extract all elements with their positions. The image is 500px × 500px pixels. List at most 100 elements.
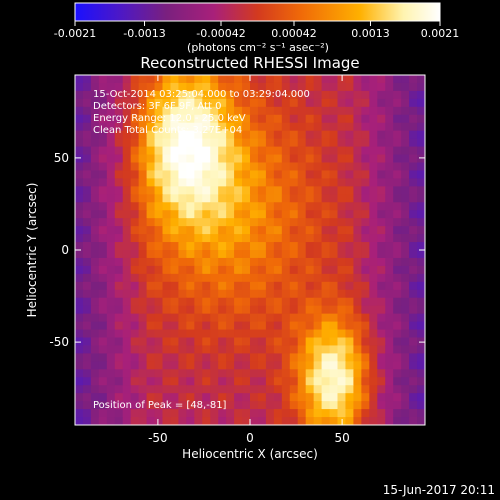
heatmap-cell (257, 210, 267, 219)
heatmap-cell (178, 377, 187, 386)
heatmap-cell (154, 242, 164, 251)
heatmap-cell (210, 82, 219, 92)
heatmap-cell (353, 130, 362, 140)
heatmap-cell (385, 361, 394, 370)
heatmap-cell (250, 329, 259, 339)
heatmap-cell (234, 257, 243, 267)
heatmap-cell (385, 82, 394, 92)
heatmap-cell (377, 417, 386, 425)
heatmap-cell (313, 337, 323, 347)
heatmap-cell (265, 130, 275, 140)
colorbar-ticks: -0.0021 -0.0013 -0.00042 0.00042 0.0013 0.002… (54, 21, 459, 40)
heatmap-cell (146, 289, 156, 299)
heatmap-cell (265, 82, 275, 92)
heatmap-cell (281, 393, 291, 402)
heatmap-cell (146, 329, 156, 339)
heatmap-cell (385, 401, 394, 410)
heatmap-cell (305, 369, 315, 378)
heatmap-cell (75, 353, 84, 362)
heatmap-cell (297, 337, 307, 347)
heatmap-cell (75, 82, 84, 92)
heatmap-cell (329, 202, 339, 211)
heatmap-cell (210, 234, 219, 243)
heatmap-cell (353, 98, 362, 108)
heatmap-cell (186, 281, 195, 291)
heatmap-cell (106, 257, 116, 267)
heatmap-cell (345, 98, 354, 108)
colorbar-frame (74, 2, 441, 22)
heatmap-cell (226, 250, 235, 259)
heatmap-cell (377, 75, 386, 84)
heatmap-cell (305, 106, 315, 116)
heatmap-cell (265, 242, 275, 251)
heatmap-cell (417, 417, 425, 425)
heatmap-cell (265, 321, 275, 331)
heatmap-cell (106, 385, 116, 394)
heatmap-cell (361, 337, 370, 347)
heatmap-cell (234, 409, 243, 418)
heatmap-cell (289, 369, 299, 378)
heatmap-cell (409, 202, 418, 211)
heatmap-cell (234, 114, 243, 124)
heatmap-cell (250, 75, 259, 84)
heatmap-cell (218, 250, 227, 259)
heatmap-cell (154, 194, 164, 203)
heatmap-cell (130, 361, 140, 370)
heatmap-cell (106, 138, 116, 148)
x-tick-label: -50 (148, 431, 168, 445)
heatmap-cell (75, 218, 84, 227)
heatmap-cell (393, 409, 402, 418)
heatmap-cell (409, 409, 418, 418)
heatmap-cell (369, 385, 378, 394)
heatmap-cell (98, 281, 108, 291)
heatmap-cell (345, 313, 354, 323)
heatmap-cell (401, 345, 410, 354)
heatmap-cell (361, 202, 370, 211)
heatmap-cell (194, 250, 203, 259)
heatmap-cell (75, 361, 84, 370)
heatmap-cell (218, 75, 227, 84)
heatmap-cell (194, 210, 203, 219)
heatmap-cell (210, 146, 219, 156)
heatmap-cell (202, 234, 211, 243)
heatmap-cell (297, 162, 307, 172)
heatmap-cell (122, 242, 132, 251)
heatmap-cell (194, 353, 203, 362)
heatmap-cell (417, 273, 425, 283)
heatmap-cell (202, 146, 211, 156)
heatmap-cell (122, 162, 132, 172)
heatmap-cell (130, 138, 140, 148)
heatmap-cell (210, 90, 219, 100)
heatmap-cell (417, 114, 425, 124)
heatmap-cell (265, 297, 275, 307)
heatmap-cell (337, 178, 347, 187)
heatmap-cell (265, 250, 275, 259)
heatmap-cell (273, 345, 283, 354)
heatmap-cell (273, 82, 283, 92)
heatmap-cell (393, 289, 402, 299)
heatmap-cell (353, 106, 362, 116)
heatmap-cell (361, 242, 370, 251)
heatmap-cell (353, 369, 362, 378)
heatmap-cell (337, 353, 347, 362)
heatmap-cell (250, 170, 259, 179)
heatmap-cell (273, 393, 283, 402)
heatmap-cell (98, 250, 108, 259)
heatmap-cell (154, 377, 164, 386)
heatmap-cell (297, 281, 307, 291)
heatmap-cell (82, 393, 92, 402)
heatmap-cell (361, 329, 370, 339)
heatmap-cell (257, 297, 267, 307)
heatmap-cell (98, 186, 108, 195)
heatmap-cell (114, 106, 124, 116)
heatmap-cell (202, 226, 211, 235)
heatmap-cell (257, 265, 267, 275)
heatmap-cell (170, 273, 179, 283)
heatmap-cell (321, 242, 331, 251)
heatmap-cell (202, 98, 211, 108)
heatmap-cell (257, 90, 267, 100)
heatmap-cell (146, 75, 156, 84)
heatmap-cell (98, 265, 108, 275)
heatmap-cell (194, 289, 203, 299)
heatmap-cell (409, 162, 418, 172)
